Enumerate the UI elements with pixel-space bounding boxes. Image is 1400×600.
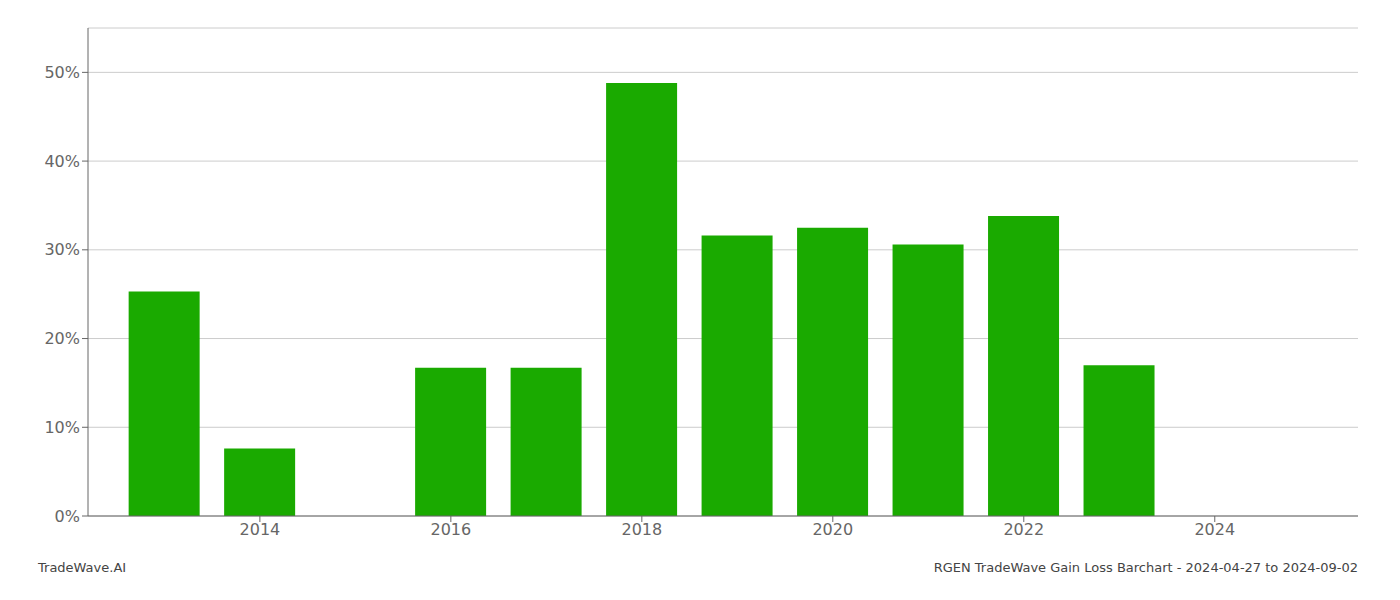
svg-text:30%: 30%	[44, 240, 80, 259]
svg-text:50%: 50%	[44, 63, 80, 82]
svg-text:20%: 20%	[44, 329, 80, 348]
svg-text:2024: 2024	[1194, 520, 1235, 539]
svg-text:2020: 2020	[812, 520, 853, 539]
html-text:RGEN TradeWave Gain Loss Barch: RGEN TradeWave Gain Loss Barchart - 2024…	[933, 559, 1358, 575]
svg-text:40%: 40%	[44, 152, 80, 171]
html-text:TradeWave.AI: TradeWave.AI	[38, 559, 127, 575]
svg-text:0%: 0%	[55, 507, 80, 526]
svg-text:2022: 2022	[1003, 520, 1044, 539]
svg-text:2016: 2016	[430, 520, 471, 539]
svg-text:10%: 10%	[44, 418, 80, 437]
svg-text:2014: 2014	[240, 520, 281, 539]
svg-text:2018: 2018	[621, 520, 662, 539]
